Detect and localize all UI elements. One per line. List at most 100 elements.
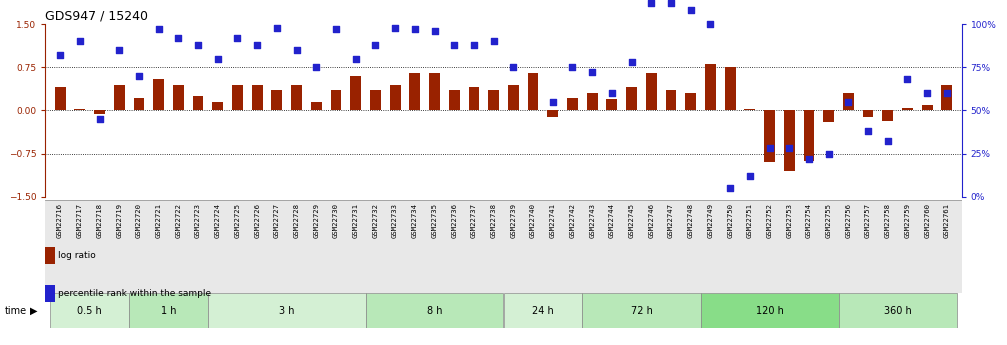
Bar bbox=[942, 85, 953, 110]
Bar bbox=[94, 110, 105, 114]
Bar bbox=[587, 93, 597, 110]
Text: GSM22749: GSM22749 bbox=[708, 203, 713, 238]
Bar bbox=[468, 87, 479, 110]
Text: GSM22745: GSM22745 bbox=[628, 203, 634, 238]
Point bbox=[880, 139, 896, 144]
Bar bbox=[330, 90, 341, 110]
Bar bbox=[606, 99, 617, 110]
Text: GSM22758: GSM22758 bbox=[885, 203, 891, 238]
Text: GSM22761: GSM22761 bbox=[944, 203, 950, 238]
Text: GSM22731: GSM22731 bbox=[352, 203, 358, 238]
Point bbox=[584, 70, 600, 75]
Bar bbox=[701, 293, 839, 328]
Bar bbox=[153, 79, 164, 110]
Text: 72 h: 72 h bbox=[630, 306, 653, 315]
Point bbox=[545, 99, 561, 105]
Text: GSM22729: GSM22729 bbox=[313, 203, 319, 238]
Text: 0.5 h: 0.5 h bbox=[78, 306, 102, 315]
Bar bbox=[192, 96, 203, 110]
Point bbox=[131, 73, 147, 79]
Text: GSM22728: GSM22728 bbox=[294, 203, 299, 238]
Text: ▶: ▶ bbox=[30, 306, 37, 315]
Bar bbox=[449, 90, 459, 110]
Point bbox=[170, 35, 186, 41]
Text: GSM22757: GSM22757 bbox=[865, 203, 871, 238]
Point bbox=[761, 146, 777, 151]
Text: GSM22730: GSM22730 bbox=[333, 203, 339, 238]
Text: GSM22716: GSM22716 bbox=[57, 203, 63, 238]
Text: GSM22735: GSM22735 bbox=[432, 203, 437, 238]
Bar bbox=[504, 293, 582, 328]
Text: GSM22727: GSM22727 bbox=[274, 203, 280, 238]
Point bbox=[190, 42, 206, 48]
Bar bbox=[45, 200, 962, 293]
Bar bbox=[50, 293, 129, 328]
Bar bbox=[783, 110, 795, 171]
Bar bbox=[705, 65, 716, 110]
Point bbox=[328, 27, 344, 32]
Point bbox=[722, 185, 738, 191]
Bar bbox=[686, 93, 696, 110]
Text: GSM22753: GSM22753 bbox=[786, 203, 793, 238]
Text: GSM22755: GSM22755 bbox=[826, 203, 832, 238]
Bar bbox=[252, 85, 263, 110]
Text: 3 h: 3 h bbox=[279, 306, 294, 315]
Text: GSM22754: GSM22754 bbox=[806, 203, 812, 238]
Bar bbox=[54, 87, 65, 110]
Bar bbox=[114, 85, 125, 110]
Bar bbox=[508, 85, 519, 110]
Bar bbox=[804, 110, 815, 161]
Point bbox=[446, 42, 462, 48]
Text: GSM22719: GSM22719 bbox=[116, 203, 122, 238]
Text: 1 h: 1 h bbox=[161, 306, 176, 315]
Bar bbox=[429, 73, 440, 110]
Point bbox=[111, 47, 127, 53]
Text: time: time bbox=[5, 306, 27, 315]
Point bbox=[407, 27, 423, 32]
Point bbox=[71, 39, 88, 44]
Point bbox=[308, 65, 324, 70]
Bar bbox=[173, 85, 183, 110]
Point bbox=[466, 42, 482, 48]
Point bbox=[821, 151, 837, 156]
Point bbox=[742, 173, 758, 179]
Point bbox=[347, 56, 364, 61]
Point bbox=[623, 59, 639, 65]
Bar bbox=[567, 98, 578, 110]
Bar bbox=[582, 293, 701, 328]
Text: GSM22756: GSM22756 bbox=[845, 203, 851, 238]
Bar bbox=[291, 85, 302, 110]
Text: GSM22741: GSM22741 bbox=[550, 203, 556, 238]
Point bbox=[663, 1, 679, 6]
Bar bbox=[921, 105, 932, 110]
Bar bbox=[75, 109, 86, 110]
Point bbox=[860, 128, 876, 134]
Text: percentile rank within the sample: percentile rank within the sample bbox=[58, 289, 211, 298]
Bar bbox=[370, 90, 381, 110]
Bar bbox=[366, 293, 504, 328]
Bar bbox=[350, 76, 362, 110]
Point bbox=[840, 99, 856, 105]
Bar bbox=[863, 110, 873, 117]
Point bbox=[485, 39, 501, 44]
Text: log ratio: log ratio bbox=[58, 251, 96, 260]
Bar bbox=[882, 110, 893, 121]
Point bbox=[368, 42, 384, 48]
Point bbox=[643, 1, 660, 6]
Bar bbox=[764, 110, 775, 162]
Bar bbox=[272, 90, 282, 110]
Point bbox=[506, 65, 522, 70]
Text: GSM22738: GSM22738 bbox=[490, 203, 496, 238]
Text: GSM22737: GSM22737 bbox=[471, 203, 477, 238]
Point bbox=[230, 35, 246, 41]
Text: 8 h: 8 h bbox=[427, 306, 442, 315]
Bar bbox=[725, 67, 735, 110]
Bar bbox=[839, 293, 957, 328]
Text: GSM22717: GSM22717 bbox=[77, 203, 83, 238]
Bar bbox=[744, 109, 755, 110]
Text: GSM22720: GSM22720 bbox=[136, 203, 142, 238]
Text: GSM22742: GSM22742 bbox=[570, 203, 575, 238]
Text: GSM22718: GSM22718 bbox=[97, 203, 103, 238]
Bar bbox=[824, 110, 834, 122]
Bar bbox=[212, 102, 224, 110]
